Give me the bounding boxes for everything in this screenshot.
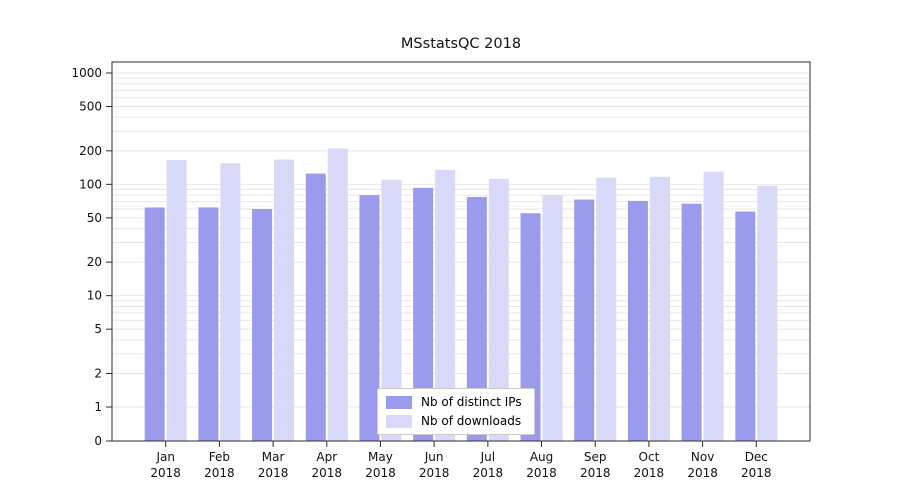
x-tick-label-year: 2018 — [204, 466, 235, 480]
y-tick-label: 10 — [87, 289, 102, 303]
bar-downloads-sep — [596, 177, 617, 442]
x-tick-label-month: Jun — [424, 450, 444, 464]
bar-distinct-ips-apr — [305, 173, 326, 442]
x-tick-label-month: Jul — [480, 450, 495, 464]
bar-downloads-jul — [488, 178, 509, 441]
bar-distinct-ips-sep — [574, 199, 595, 441]
bar-distinct-ips-mar — [252, 209, 273, 441]
x-tick-label-year: 2018 — [365, 466, 396, 480]
bar-downloads-jun — [435, 169, 456, 441]
bar-downloads-oct — [649, 176, 670, 441]
x-tick-label-year: 2018 — [526, 466, 557, 480]
y-tick-label: 1000 — [71, 66, 102, 80]
y-tick-label: 5 — [94, 322, 102, 336]
y-tick-label: 0 — [94, 434, 102, 448]
y-tick-label: 500 — [79, 100, 102, 114]
legend-item-distinct-ips: Nb of distinct IPs — [386, 395, 522, 409]
bar-downloads-feb — [220, 163, 241, 441]
bar-distinct-ips-dec — [735, 211, 756, 441]
y-tick-label: 20 — [87, 255, 102, 269]
bar-distinct-ips-jul — [466, 196, 487, 441]
x-tick-label-year: 2018 — [258, 466, 289, 480]
plot-frame — [111, 61, 811, 442]
x-tick-label-year: 2018 — [580, 466, 611, 480]
x-tick-label-year: 2018 — [687, 466, 718, 480]
x-tick-label-year: 2018 — [741, 466, 772, 480]
x-tick-label-month: May — [368, 450, 393, 464]
x-tick-label-year: 2018 — [473, 466, 504, 480]
x-tick-label-year: 2018 — [634, 466, 665, 480]
y-tick-label: 200 — [79, 144, 102, 158]
bar-downloads-may — [381, 179, 402, 441]
x-tick-label-month: Aug — [530, 450, 553, 464]
x-tick-label-month: Nov — [691, 450, 714, 464]
bar-downloads-apr — [327, 148, 348, 441]
legend-item-downloads: Nb of downloads — [386, 414, 522, 428]
x-tick-label-year: 2018 — [311, 466, 342, 480]
bar-distinct-ips-jun — [413, 187, 434, 441]
bar-downloads-nov — [703, 171, 724, 441]
bar-downloads-mar — [274, 159, 295, 441]
x-tick-label-month: Oct — [639, 450, 660, 464]
x-tick-label-month: Jan — [155, 450, 175, 464]
x-tick-label-year: 2018 — [419, 466, 450, 480]
x-tick-label-month: Sep — [584, 450, 607, 464]
x-tick-label-year: 2018 — [150, 466, 181, 480]
legend-swatch-downloads — [386, 414, 412, 428]
bar-distinct-ips-feb — [198, 207, 219, 441]
y-tick-label: 1 — [94, 400, 102, 414]
bar-downloads-aug — [542, 195, 563, 441]
x-tick-label-month: Dec — [745, 450, 768, 464]
bar-distinct-ips-jan — [144, 207, 165, 441]
y-tick-label: 100 — [79, 177, 102, 191]
legend-label-distinct-ips: Nb of distinct IPs — [421, 395, 522, 409]
legend: Nb of distinct IPs Nb of downloads — [377, 388, 535, 435]
bar-distinct-ips-may — [359, 195, 380, 441]
bar-downloads-dec — [757, 185, 778, 441]
legend-swatch-distinct-ips — [386, 395, 412, 409]
chart-title: MSstatsQC 2018 — [400, 36, 522, 52]
y-tick-label: 2 — [94, 366, 102, 380]
bar-distinct-ips-aug — [520, 213, 541, 441]
x-tick-label-month: Apr — [316, 450, 337, 464]
bar-distinct-ips-oct — [627, 200, 648, 441]
bar-downloads-jan — [166, 160, 187, 441]
x-tick-label-month: Feb — [209, 450, 230, 464]
x-tick-label-month: Mar — [262, 450, 285, 464]
bar-distinct-ips-nov — [681, 203, 702, 441]
legend-label-downloads: Nb of downloads — [421, 414, 522, 428]
y-tick-label: 50 — [87, 211, 102, 225]
